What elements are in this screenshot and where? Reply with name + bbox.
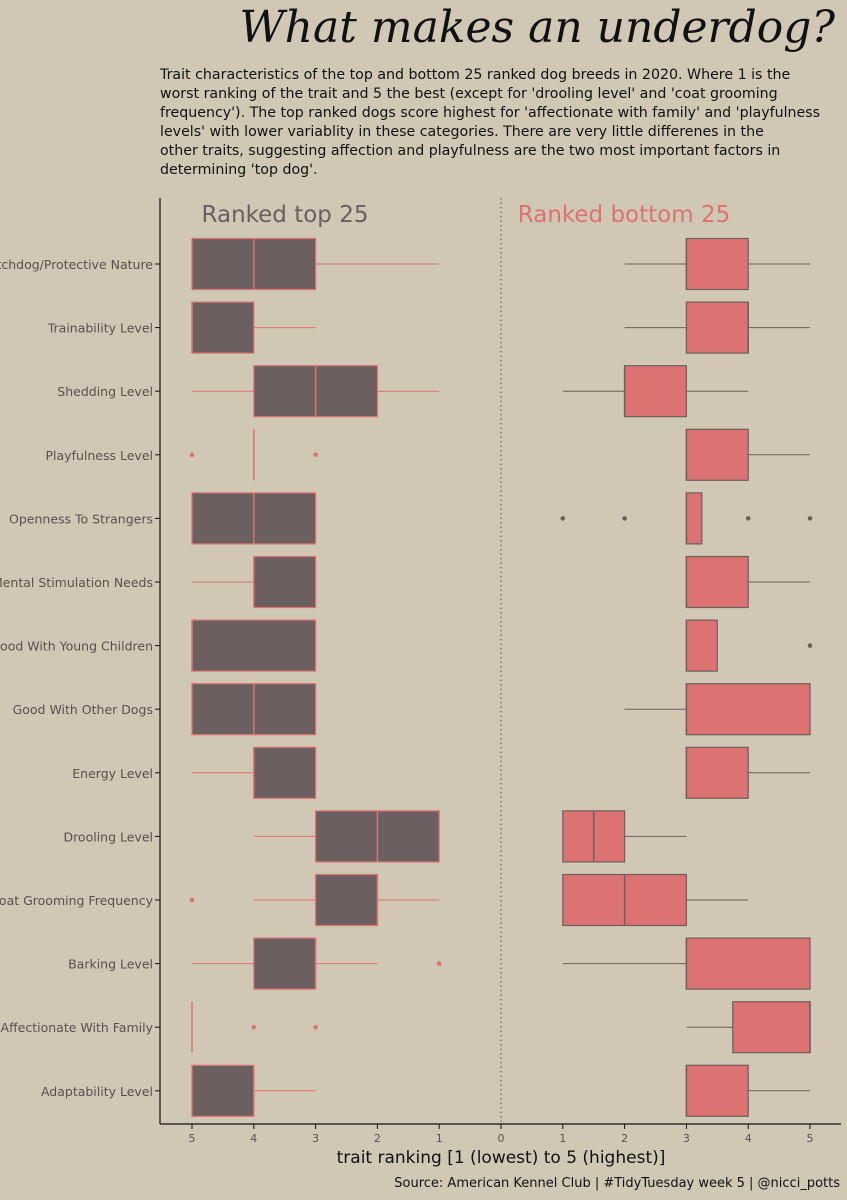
box bbox=[732, 1001, 811, 1054]
x-tick-label: 1 bbox=[559, 1132, 566, 1145]
box bbox=[685, 1064, 749, 1117]
box bbox=[315, 873, 379, 927]
box bbox=[623, 365, 687, 418]
y-tick-label: Energy Level bbox=[72, 766, 153, 781]
box bbox=[191, 1064, 255, 1117]
box-group bbox=[685, 619, 813, 672]
x-tick-label: 4 bbox=[250, 1132, 257, 1145]
y-tick-label: Shedding Level bbox=[57, 384, 153, 399]
box-group bbox=[624, 237, 810, 291]
x-tick-label: 0 bbox=[498, 1132, 505, 1145]
box-group bbox=[562, 810, 687, 863]
x-tick-label: 3 bbox=[312, 1132, 319, 1145]
outlier-point bbox=[313, 452, 318, 458]
y-axis-labels: Watchdog/Protective Nature Trainability L… bbox=[0, 257, 160, 1099]
y-tick-label: Playfulness Level bbox=[46, 448, 153, 463]
box-group bbox=[624, 301, 810, 354]
box-group bbox=[685, 746, 810, 799]
box-group bbox=[560, 492, 813, 545]
subtitle-line: worst ranking of the trait and 5 the bes… bbox=[160, 86, 778, 102]
subtitle-line: Trait characteristics of the top and bot… bbox=[159, 67, 790, 83]
box-group bbox=[189, 429, 318, 481]
box-group bbox=[562, 937, 811, 990]
outlier-point bbox=[807, 643, 813, 648]
outlier-point bbox=[807, 516, 813, 521]
box-group bbox=[192, 937, 442, 990]
x-tick-label: 5 bbox=[189, 1132, 196, 1145]
box bbox=[685, 428, 749, 481]
outlier-point bbox=[313, 1024, 318, 1030]
y-tick-label: Openness To Strangers bbox=[9, 511, 153, 526]
box bbox=[253, 746, 317, 799]
outlier-point bbox=[436, 961, 442, 966]
box-group bbox=[191, 1001, 318, 1053]
y-tick-label: Watchdog/Protective Nature bbox=[0, 257, 153, 272]
box-group bbox=[253, 810, 440, 863]
box-group bbox=[192, 746, 317, 799]
x-tick-label: 2 bbox=[374, 1132, 381, 1145]
subtitle: Trait characteristics of the top and bot… bbox=[159, 67, 820, 178]
box bbox=[253, 937, 317, 990]
x-axis-ticks: 5 4 3 2 1 0 1 2 3 4 5 bbox=[189, 1124, 814, 1145]
box-group bbox=[685, 1064, 810, 1117]
box bbox=[685, 683, 811, 736]
box bbox=[253, 555, 317, 609]
box-group bbox=[562, 365, 749, 418]
outlier-point bbox=[189, 897, 195, 903]
subtitle-line: levels' with lower variablity in these c… bbox=[160, 124, 764, 140]
chart-title: What makes an underdog? bbox=[239, 2, 835, 53]
box-group bbox=[191, 619, 317, 672]
box bbox=[685, 555, 749, 609]
panel-label-bottom: Ranked bottom 25 bbox=[518, 202, 730, 228]
subtitle-line: other traits, suggesting affection and p… bbox=[160, 143, 780, 159]
box-group bbox=[192, 365, 440, 418]
y-tick-label: Good With Other Dogs bbox=[13, 702, 153, 717]
box bbox=[191, 619, 317, 672]
box-group bbox=[686, 1001, 811, 1054]
subtitle-line: determining 'top dog'. bbox=[160, 162, 318, 178]
caption: Source: American Kennel Club | #TidyTues… bbox=[394, 1176, 840, 1191]
y-tick-label: Good With Young Children bbox=[0, 639, 153, 654]
outlier-point bbox=[251, 1024, 257, 1030]
box-group bbox=[685, 555, 810, 609]
y-tick-label: Drooling Level bbox=[63, 829, 153, 844]
box-group bbox=[189, 873, 440, 927]
panel-label-top: Ranked top 25 bbox=[202, 202, 369, 228]
subtitle-line: frequency'). The top ranked dogs score h… bbox=[160, 105, 820, 121]
y-tick-label: Affectionate With Family bbox=[1, 1020, 154, 1035]
x-tick-label: 5 bbox=[807, 1132, 814, 1145]
y-tick-label: Adaptability Level bbox=[41, 1084, 153, 1099]
box-group bbox=[562, 873, 749, 927]
box-group bbox=[624, 683, 811, 736]
box-group bbox=[685, 428, 810, 481]
outlier-point bbox=[189, 452, 195, 458]
box bbox=[685, 301, 749, 354]
plot-marks bbox=[189, 237, 813, 1117]
box-group bbox=[191, 492, 317, 545]
box bbox=[685, 746, 749, 799]
outlier-point bbox=[622, 516, 627, 521]
box bbox=[685, 937, 811, 990]
x-tick-label: 3 bbox=[683, 1132, 690, 1145]
box bbox=[685, 237, 749, 291]
box-group bbox=[191, 1064, 316, 1117]
outlier-point bbox=[745, 516, 751, 521]
box bbox=[685, 619, 718, 672]
x-tick-label: 2 bbox=[621, 1132, 628, 1145]
y-tick-label: Mental Stimulation Needs bbox=[0, 575, 153, 590]
y-tick-label: Trainability Level bbox=[47, 321, 153, 336]
box-group bbox=[191, 683, 317, 736]
box bbox=[191, 301, 255, 354]
box-group bbox=[191, 237, 440, 291]
x-axis-title: trait ranking [1 (lowest) to 5 (highest)… bbox=[337, 1148, 666, 1168]
outlier-point bbox=[560, 516, 566, 521]
box-group bbox=[192, 555, 317, 609]
box bbox=[685, 492, 703, 545]
y-tick-label: Barking Level bbox=[68, 957, 153, 972]
x-tick-label: 1 bbox=[436, 1132, 443, 1145]
x-tick-label: 4 bbox=[745, 1132, 752, 1145]
y-tick-label: Coat Grooming Frequency bbox=[0, 893, 154, 908]
box-group bbox=[191, 301, 316, 354]
